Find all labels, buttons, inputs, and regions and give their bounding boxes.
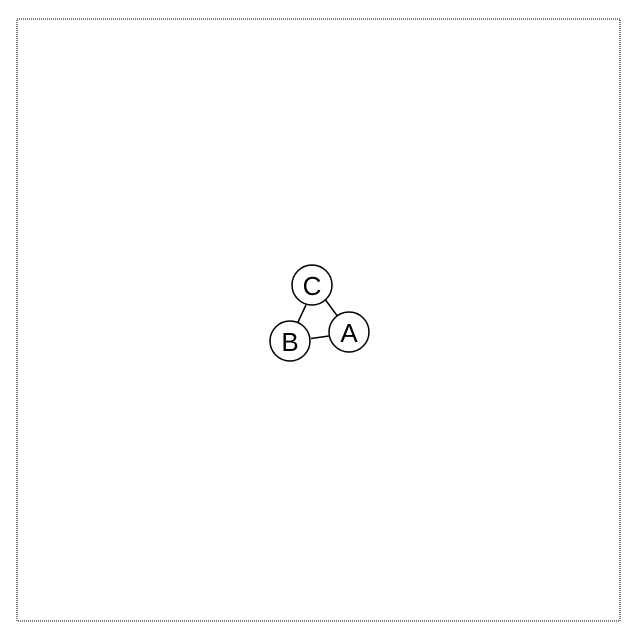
node-b-label: B [281,327,298,357]
node-c-circle [291,264,333,306]
node-b: B [269,320,311,362]
node-b-circle [269,320,311,362]
node-c: C [291,264,333,306]
edges-layer [297,298,339,340]
diagram-frame [16,18,621,622]
node-a-circle [328,311,370,353]
edge-b-a [310,335,330,340]
node-a: A [328,311,370,353]
node-a-label: A [340,318,358,348]
edge-c-a [323,298,339,318]
node-c-label: C [303,271,322,301]
edge-c-b [297,304,307,323]
